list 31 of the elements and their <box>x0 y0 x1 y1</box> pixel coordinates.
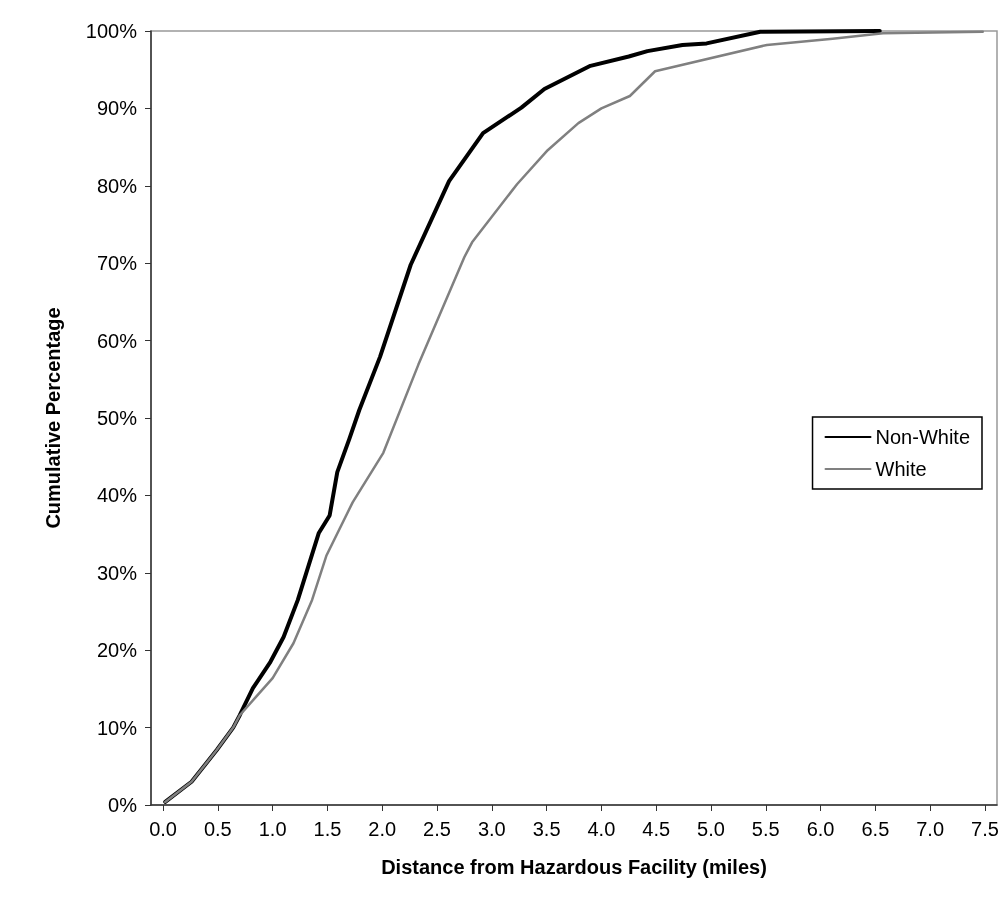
y-tick-label: 50% <box>96 407 138 429</box>
x-tick-label: 6.0 <box>806 818 835 840</box>
y-tick-label: 40% <box>96 484 138 507</box>
x-tick-label: 0.5 <box>203 818 232 840</box>
y-tick-label: 0% <box>108 794 138 816</box>
x-tick-label: 3.5 <box>532 818 561 840</box>
y-tick-label: 100% <box>85 20 138 42</box>
x-tick-label: 3.0 <box>477 818 506 840</box>
x-tick-label: 5.5 <box>751 818 780 840</box>
x-tick-label: 2.5 <box>423 818 451 840</box>
x-tick-label: 5.0 <box>697 818 725 840</box>
x-tick-label: 0.0 <box>149 818 177 840</box>
y-tick-label: 80% <box>96 174 138 197</box>
y-axis-title: Cumulative Percentage <box>42 307 64 529</box>
y-tick-label: 10% <box>96 716 138 739</box>
x-tick-label: 1.5 <box>313 818 342 840</box>
x-tick-label: 2.0 <box>368 818 397 840</box>
x-tick-label: 1.0 <box>258 818 287 840</box>
y-tick-label: 60% <box>96 329 138 352</box>
legend-label: Non-White <box>875 426 971 448</box>
legend-label: White <box>875 458 927 480</box>
y-tick-label: 20% <box>96 639 138 662</box>
x-tick-label: 4.0 <box>587 818 616 840</box>
x-tick-label: 7.0 <box>916 818 945 840</box>
x-tick-label: 4.5 <box>642 818 671 840</box>
y-tick-label: 90% <box>96 97 138 120</box>
y-tick-label: 70% <box>96 252 138 275</box>
x-tick-label: 6.5 <box>861 818 890 840</box>
x-axis-title: Distance from Hazardous Facility (miles) <box>381 856 767 878</box>
y-tick-label: 30% <box>96 561 138 584</box>
x-tick-label: 7.5 <box>971 818 999 840</box>
